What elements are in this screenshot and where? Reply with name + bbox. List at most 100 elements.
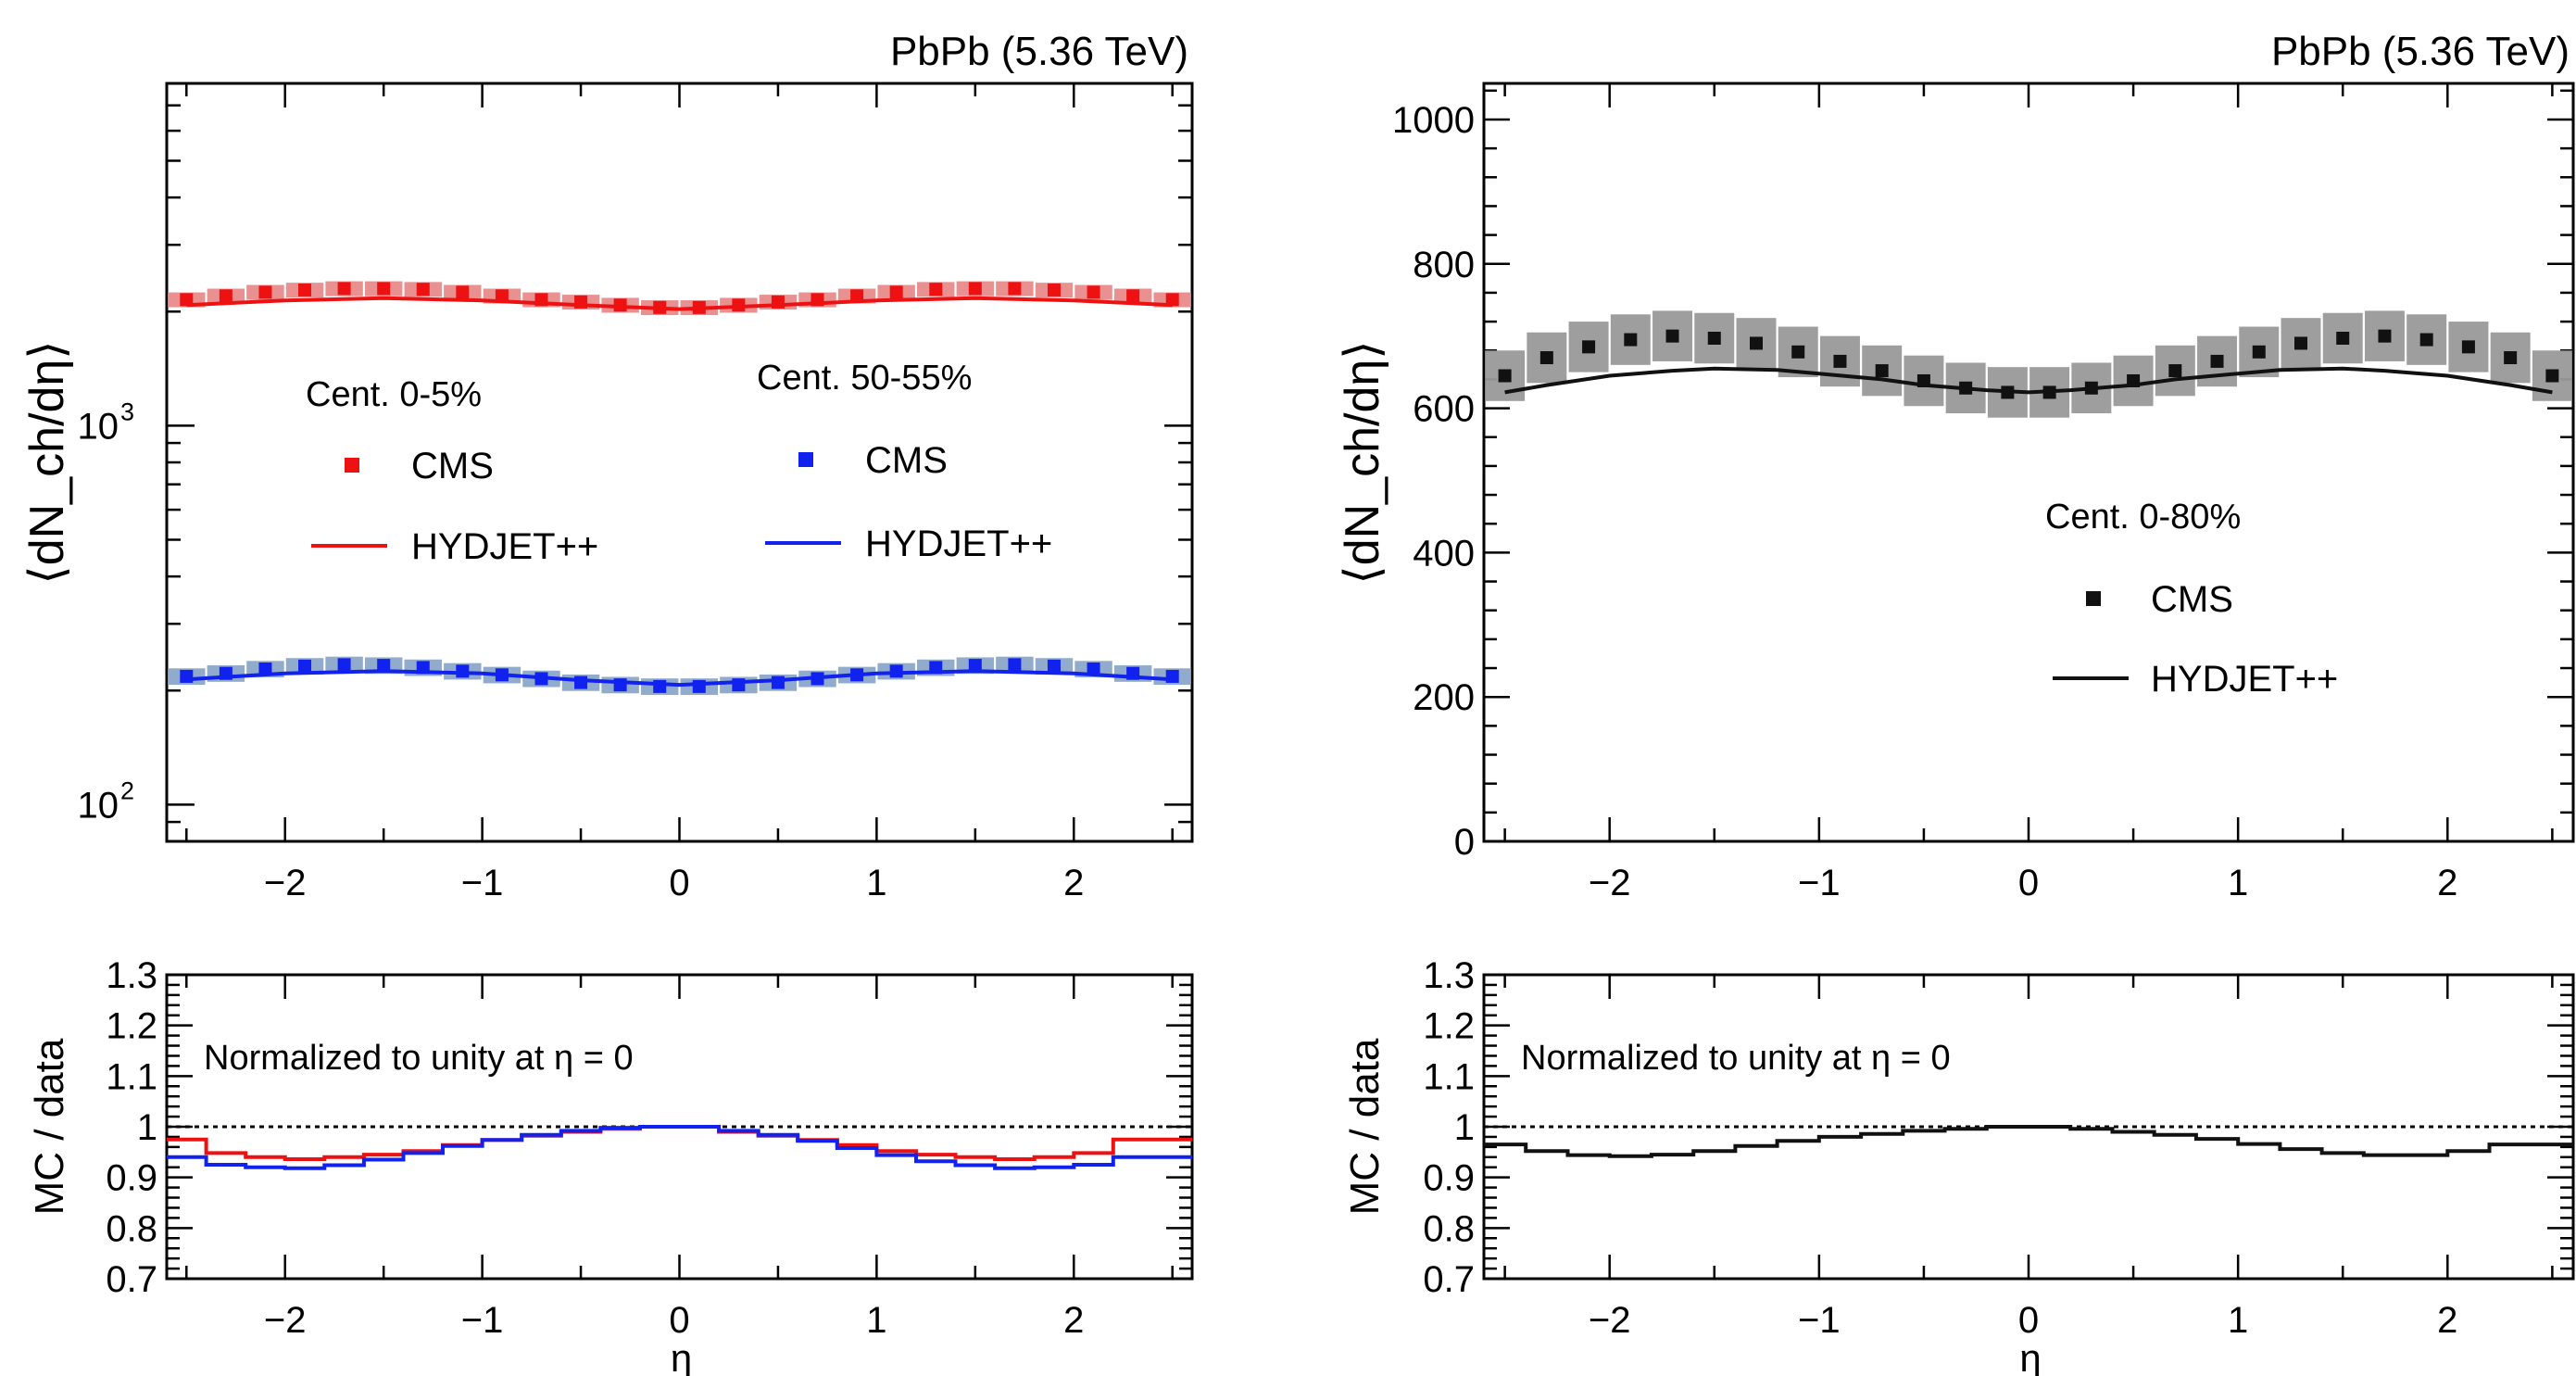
y-tick-mantissa: 10 <box>78 406 119 447</box>
y-axis-label: ⟨dN_ch/dη⟩ <box>20 340 74 584</box>
y-tick-mantissa: 10 <box>78 785 119 826</box>
y-tick-label: 0.8 <box>106 1208 157 1249</box>
y-tick-label: 0.8 <box>1423 1208 1475 1249</box>
ratio-annotation: Normalized to unity at η = 0 <box>1521 1039 1951 1078</box>
legend-label: CMS <box>411 446 494 486</box>
data-point <box>298 659 312 673</box>
data-point <box>1582 340 1596 354</box>
y-tick-label: 200 <box>1413 677 1475 718</box>
y-tick-label: 400 <box>1413 533 1475 574</box>
x-tick-label: 0 <box>669 1300 689 1341</box>
legend-header: Cent. 0-5% <box>306 375 482 414</box>
y-axis-label: MC / data <box>1342 1038 1388 1215</box>
data-point <box>2336 332 2350 346</box>
data-point <box>337 282 351 296</box>
y-tick-label: 1.2 <box>106 1006 157 1047</box>
y-tick-label: 1000 <box>1392 100 1475 141</box>
x-tick-label: 1 <box>866 1300 886 1341</box>
data-point <box>1087 285 1100 299</box>
y-tick-label: 0.7 <box>1423 1259 1475 1300</box>
x-tick-label: 0 <box>2018 1300 2039 1341</box>
ratio-step-cent-0-5- <box>167 1125 1192 1161</box>
data-point <box>929 283 943 297</box>
data-point <box>2168 364 2182 378</box>
y-tick-label: 1.3 <box>1423 955 1475 996</box>
legend-group: Cent. 50-55% CMS HYDJET++ <box>757 359 1052 564</box>
data-point <box>1087 662 1100 675</box>
ratio-step-cent-50-55- <box>167 1125 1192 1170</box>
data-point <box>180 293 194 307</box>
y-tick-label: 0.7 <box>106 1259 157 1300</box>
x-axis-label: η <box>2019 1336 2041 1376</box>
x-tick-label: 1 <box>2228 863 2248 903</box>
x-axis-label: η <box>671 1336 692 1376</box>
data-point <box>219 289 232 303</box>
y-tick-exponent: 2 <box>120 776 134 804</box>
y-axis-label: ⟨dN_ch/dη⟩ <box>1336 340 1389 584</box>
data-point <box>850 289 864 303</box>
x-tick-label: −2 <box>264 863 307 903</box>
x-tick-label: −1 <box>1798 1300 1841 1341</box>
data-point <box>2252 345 2266 359</box>
data-point <box>1008 658 1022 672</box>
legend-label: CMS <box>865 440 948 481</box>
series-line <box>1504 366 2553 395</box>
data-point <box>2210 354 2224 368</box>
y-tick-label: 600 <box>1413 389 1475 430</box>
data-point <box>298 283 312 297</box>
data-point <box>1624 333 1638 347</box>
x-tick-label: −1 <box>461 863 504 903</box>
legend-label: HYDJET++ <box>2151 659 2338 700</box>
panel-0-series <box>168 281 1191 695</box>
data-point <box>2378 329 2392 343</box>
y-tick-label: 1 <box>137 1107 157 1148</box>
data-point <box>1126 289 1140 303</box>
legend-header: Cent. 50-55% <box>757 359 972 398</box>
x-tick-label: 2 <box>1063 863 1084 903</box>
plot-frame <box>165 82 1194 843</box>
plot-frame <box>1482 82 2575 843</box>
data-point <box>2294 336 2307 350</box>
ratio-annotation: Normalized to unity at η = 0 <box>204 1039 634 1078</box>
series-cms <box>168 656 1191 695</box>
x-tick-label: −1 <box>1798 863 1841 903</box>
x-tick-label: −2 <box>264 1300 307 1341</box>
legend-label: CMS <box>2151 579 2233 620</box>
legend-label: HYDJET++ <box>865 524 1052 564</box>
y-tick-label: 0 <box>1454 822 1475 863</box>
y-tick-label: 1.2 <box>1423 1006 1475 1047</box>
data-point <box>377 282 391 296</box>
data-point <box>2545 369 2559 383</box>
data-point <box>258 662 272 675</box>
data-point <box>1833 354 1847 368</box>
data-point <box>1791 345 1805 359</box>
data-point <box>1008 282 1022 296</box>
y-tick-label: 1 <box>1454 1107 1475 1148</box>
series-line <box>186 669 1173 688</box>
x-tick-label: −2 <box>1589 863 1631 903</box>
y-tick-label: 1.1 <box>1423 1056 1475 1097</box>
data-point <box>2419 333 2433 347</box>
data-point <box>1539 351 1553 365</box>
data-point <box>771 675 785 689</box>
x-tick-label: 0 <box>2018 863 2039 903</box>
data-point <box>1665 329 1679 343</box>
x-tick-label: 2 <box>1063 1300 1084 1341</box>
series-cms <box>1485 310 2572 418</box>
data-point <box>495 289 509 303</box>
data-point <box>337 658 351 672</box>
y-tick-label: 0.9 <box>1423 1158 1475 1199</box>
panel-2-series <box>1485 310 2572 418</box>
y-tick-exponent: 3 <box>120 398 134 425</box>
x-tick-label: 0 <box>669 863 689 903</box>
x-tick-label: 2 <box>2437 1300 2457 1341</box>
y-tick-label: 0.9 <box>106 1158 157 1199</box>
data-point <box>889 285 903 299</box>
panel-1-axes: −2 −1 0 1 2 0.7 0.8 0.9 1 1.1 1.2 1.3 η <box>106 955 1194 1376</box>
y-tick-label: 10 3 <box>78 398 135 447</box>
data-point <box>2461 340 2475 354</box>
y-tick-label: 1.1 <box>106 1056 157 1097</box>
chart-title: PbPb (5.36 TeV) <box>890 29 1188 74</box>
data-point <box>968 659 982 673</box>
